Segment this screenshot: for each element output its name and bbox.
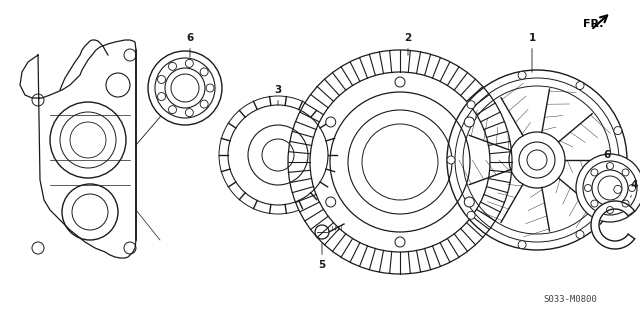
Text: 4: 4 (630, 180, 637, 197)
Circle shape (614, 185, 622, 193)
Circle shape (447, 70, 627, 250)
Text: 3: 3 (275, 85, 282, 105)
Circle shape (607, 162, 614, 169)
Text: 6: 6 (604, 150, 611, 168)
Circle shape (157, 76, 166, 84)
Circle shape (148, 51, 222, 125)
Circle shape (168, 62, 177, 70)
Circle shape (576, 231, 584, 239)
Circle shape (228, 105, 328, 205)
Circle shape (206, 84, 214, 92)
Circle shape (157, 93, 166, 100)
Circle shape (467, 211, 475, 219)
Circle shape (288, 50, 512, 274)
Circle shape (628, 184, 636, 191)
Circle shape (584, 184, 591, 191)
Circle shape (518, 241, 526, 249)
Circle shape (395, 237, 405, 247)
Circle shape (200, 100, 208, 108)
Circle shape (186, 59, 193, 67)
Circle shape (576, 154, 640, 222)
Polygon shape (591, 201, 635, 249)
Circle shape (168, 106, 177, 114)
Circle shape (576, 82, 584, 90)
Text: 5: 5 (318, 243, 326, 270)
Circle shape (186, 109, 193, 117)
Text: FR.: FR. (583, 19, 604, 29)
Polygon shape (20, 40, 136, 258)
Circle shape (447, 156, 455, 164)
Circle shape (467, 101, 475, 109)
Circle shape (518, 71, 526, 79)
Circle shape (591, 169, 598, 176)
Text: 6: 6 (186, 33, 194, 57)
Text: 1: 1 (529, 33, 536, 72)
Circle shape (464, 117, 474, 127)
Circle shape (614, 127, 622, 135)
Circle shape (395, 77, 405, 87)
Circle shape (622, 169, 629, 176)
Circle shape (591, 200, 598, 207)
Circle shape (200, 68, 208, 76)
Circle shape (622, 200, 629, 207)
Text: S033-M0800: S033-M0800 (543, 295, 597, 305)
Circle shape (607, 206, 614, 213)
Text: 2: 2 (404, 33, 412, 55)
Circle shape (326, 197, 336, 207)
Circle shape (326, 117, 336, 127)
Circle shape (464, 197, 474, 207)
